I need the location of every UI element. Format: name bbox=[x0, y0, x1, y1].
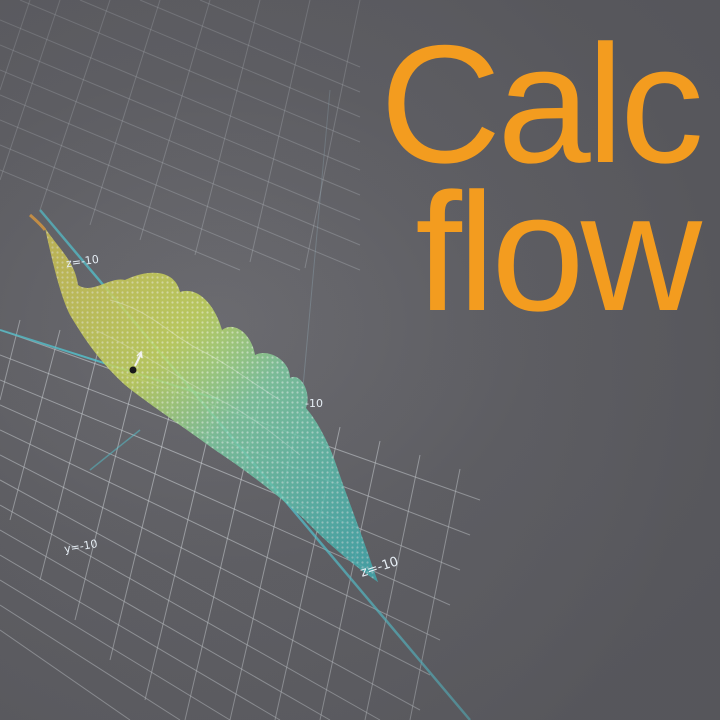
title-line-2: flow bbox=[415, 158, 702, 346]
axis-label-x-right: -10 bbox=[305, 397, 323, 410]
title-line-1: Calc bbox=[379, 10, 704, 198]
